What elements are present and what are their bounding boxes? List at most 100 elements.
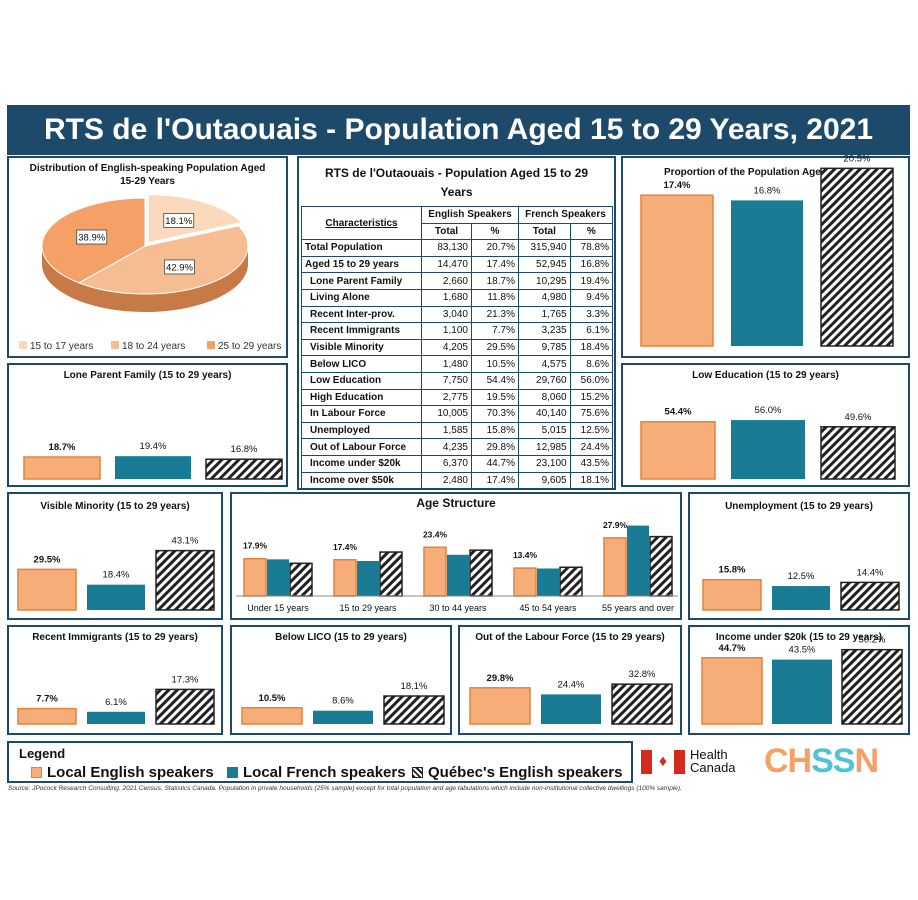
pie-legend-swatch <box>207 341 215 349</box>
unemployment-panel: Unemployment (15 to 29 years) 15.8% 12.5%… <box>688 492 910 620</box>
data-label-english: 54.4% <box>665 407 692 418</box>
income-20k-panel: Income under $20k (15 to 29 years) 44.7%… <box>688 625 910 735</box>
x-tick-label: 45 to 54 years <box>519 603 577 613</box>
data-label-quebec: 20.5% <box>844 153 871 164</box>
row-en-pct: 11.8% <box>470 288 519 307</box>
row-fr-pct: 9.4% <box>569 288 614 307</box>
row-label: Income over $50k <box>301 471 422 490</box>
income-20k-title: Income under $20k (15 to 29 years) <box>715 632 883 643</box>
low-education-panel: Low Education (15 to 29 years) 54.4% 56.0… <box>621 363 910 487</box>
lone-parent-chart: 18.7% 19.4% 16.8% <box>23 441 283 480</box>
bar-english <box>241 707 303 725</box>
data-label-french: 18.4% <box>103 570 130 581</box>
pie-slice <box>77 225 249 295</box>
row-label: In Labour Force <box>301 405 422 423</box>
chssn-logo: CHSSN <box>764 742 879 780</box>
pie-data-label: 42.9% <box>166 262 193 273</box>
bar-french <box>541 694 601 724</box>
bar-french <box>772 586 830 610</box>
legend-item-english: Local English speakers <box>31 764 214 781</box>
row-label: Recent Inter-prov. <box>301 305 422 324</box>
row-en-total: 10,005 <box>421 405 472 423</box>
col-en-pct: % <box>470 222 519 241</box>
x-tick-label: Under 15 years <box>247 603 309 613</box>
pie-legend-label: 15 to 17 years <box>30 341 93 352</box>
pie-label-box <box>163 212 195 228</box>
data-label-french: 8.6% <box>332 696 354 707</box>
out-labour-title: Out of the Labour Force (15 to 29 years) <box>475 632 665 643</box>
col-en-total: Total <box>421 222 472 241</box>
data-label-quebec: 14.4% <box>857 567 884 578</box>
data-label-english: 17.4% <box>664 180 691 191</box>
col-characteristics: Characteristics <box>301 205 422 241</box>
legend-label-french: Local French speakers <box>243 764 406 781</box>
data-label-english: 29.8% <box>487 673 514 684</box>
table-row: Income over $50k 2,480 17.4% 9,605 18.1% <box>301 471 614 490</box>
row-en-pct: 17.4% <box>470 471 519 490</box>
below-lico-title: Below LICO (15 to 29 years) <box>275 632 407 643</box>
row-en-pct: 44.7% <box>470 454 519 473</box>
row-en-total: 1,585 <box>421 421 472 440</box>
row-fr-pct: 43.5% <box>569 454 614 473</box>
row-fr-pct: 78.8% <box>569 239 614 257</box>
row-en-pct: 29.5% <box>470 338 519 357</box>
table-row: Total Population 83,130 20.7% 315,940 78.8% <box>301 239 614 257</box>
data-label-french: 16.8% <box>754 185 781 196</box>
table-row: Visible Minority 4,205 29.5% 9,785 18.4% <box>301 338 614 357</box>
legend: Legend Local English speakers Local Fren… <box>7 741 633 783</box>
bar-french <box>313 710 373 724</box>
row-en-total: 2,775 <box>421 388 472 407</box>
out-labour-panel: Out of the Labour Force (15 to 29 years)… <box>458 625 682 735</box>
health-canada-line2: Canada <box>690 760 736 775</box>
bar-french <box>447 554 469 596</box>
pie-slice <box>147 194 243 244</box>
row-fr-total: 9,785 <box>517 338 571 357</box>
pie-legend-label: 18 to 24 years <box>122 341 185 352</box>
pie-legend-label: 25 to 29 years <box>218 341 281 352</box>
row-fr-total: 5,015 <box>517 421 571 440</box>
row-en-pct: 10.5% <box>470 355 519 373</box>
table-row: Below LICO 1,480 10.5% 4,575 8.6% <box>301 355 614 373</box>
bar-english <box>17 568 77 611</box>
table-row: Recent Inter-prov. 3,040 21.3% 1,765 3.3% <box>301 305 614 324</box>
bar-english <box>243 557 267 597</box>
data-label-english: 17.4% <box>333 542 358 552</box>
pie-label-box <box>76 229 108 245</box>
row-label: Unemployed <box>301 421 422 440</box>
bar-english <box>333 559 357 597</box>
bar-english <box>603 537 627 597</box>
bar-french <box>87 711 145 724</box>
data-label-english: 44.7% <box>719 643 746 654</box>
main-title: RTS de l'Outaouais - Population Aged 15 … <box>7 105 910 155</box>
row-en-total: 2,660 <box>421 272 472 290</box>
visible-minority-title: Visible Minority (15 to 29 years) <box>40 501 190 512</box>
pie-title: Distribution of English-speaking Populat… <box>29 163 266 187</box>
data-label-english: 7.7% <box>36 694 58 705</box>
table-row: Living Alone 1,680 11.8% 4,980 9.4% <box>301 288 614 307</box>
bar-english <box>423 546 447 597</box>
data-label-french: 6.1% <box>105 697 127 708</box>
legend-label-english: Local English speakers <box>47 764 214 781</box>
bar-quebec <box>840 581 900 611</box>
row-fr-total: 52,945 <box>517 255 571 274</box>
row-en-total: 3,040 <box>421 305 472 324</box>
legend-item-french: Local French speakers <box>227 764 406 781</box>
data-label-quebec: 18.1% <box>401 681 428 692</box>
proportion-chart: 17.4% 16.8% 20.5% <box>640 153 894 347</box>
table-row: High Education 2,775 19.5% 8,060 15.2% <box>301 388 614 407</box>
bar-english <box>702 578 762 611</box>
low-education-title: Low Education (15 to 29 years) <box>692 370 839 381</box>
row-fr-total: 3,235 <box>517 322 571 340</box>
row-label: Total Population <box>301 239 422 257</box>
bar-english <box>640 420 716 480</box>
row-label: Low Education <box>301 371 422 390</box>
age-structure-chart: 17.9% Under 15 years 17.4% 15 to 29 years 23… <box>236 520 678 613</box>
row-en-pct: 21.3% <box>470 305 519 324</box>
data-label-quebec: 43.1% <box>172 536 199 547</box>
french-swatch-icon <box>227 767 238 778</box>
bar-french <box>115 456 191 479</box>
row-fr-pct: 8.6% <box>569 355 614 373</box>
row-en-total: 14,470 <box>421 255 472 274</box>
legend-item-quebec: Québec's English speakers <box>412 764 623 781</box>
row-en-pct: 70.3% <box>470 405 519 423</box>
